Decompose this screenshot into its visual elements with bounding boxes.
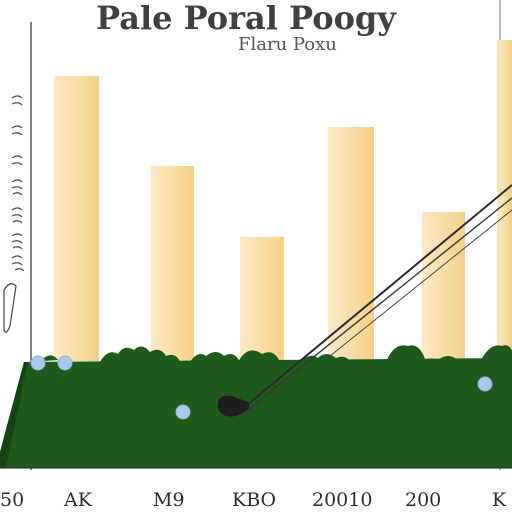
bar-3 bbox=[240, 237, 284, 361]
x-tick-label: K bbox=[492, 489, 507, 511]
axis-scribbles bbox=[3, 95, 25, 333]
x-tick-label: 20010 bbox=[312, 489, 373, 511]
bar-5 bbox=[422, 212, 465, 361]
putting-green bbox=[0, 358, 512, 468]
bar-6 bbox=[497, 40, 512, 361]
x-tick-label: 50 bbox=[0, 489, 25, 511]
x-axis-tick-labels: 50 AK M9 KBO 20010 200 K bbox=[0, 488, 512, 512]
x-tick-label: 200 bbox=[405, 489, 442, 511]
bar-2 bbox=[151, 166, 194, 361]
x-tick-label: AK bbox=[64, 489, 92, 511]
golf-club-icon bbox=[217, 184, 512, 417]
x-tick-label: KBO bbox=[232, 489, 277, 511]
green-shadow-edge bbox=[0, 362, 28, 468]
bar-1 bbox=[54, 76, 99, 361]
golf-ball-icon bbox=[30, 355, 493, 420]
x-tick-label: M9 bbox=[153, 489, 185, 511]
bar-4 bbox=[328, 127, 374, 361]
chart-title: Pale Poral Poogy bbox=[96, 0, 396, 36]
chart-subtitle: Flaru Poxu bbox=[238, 34, 337, 55]
